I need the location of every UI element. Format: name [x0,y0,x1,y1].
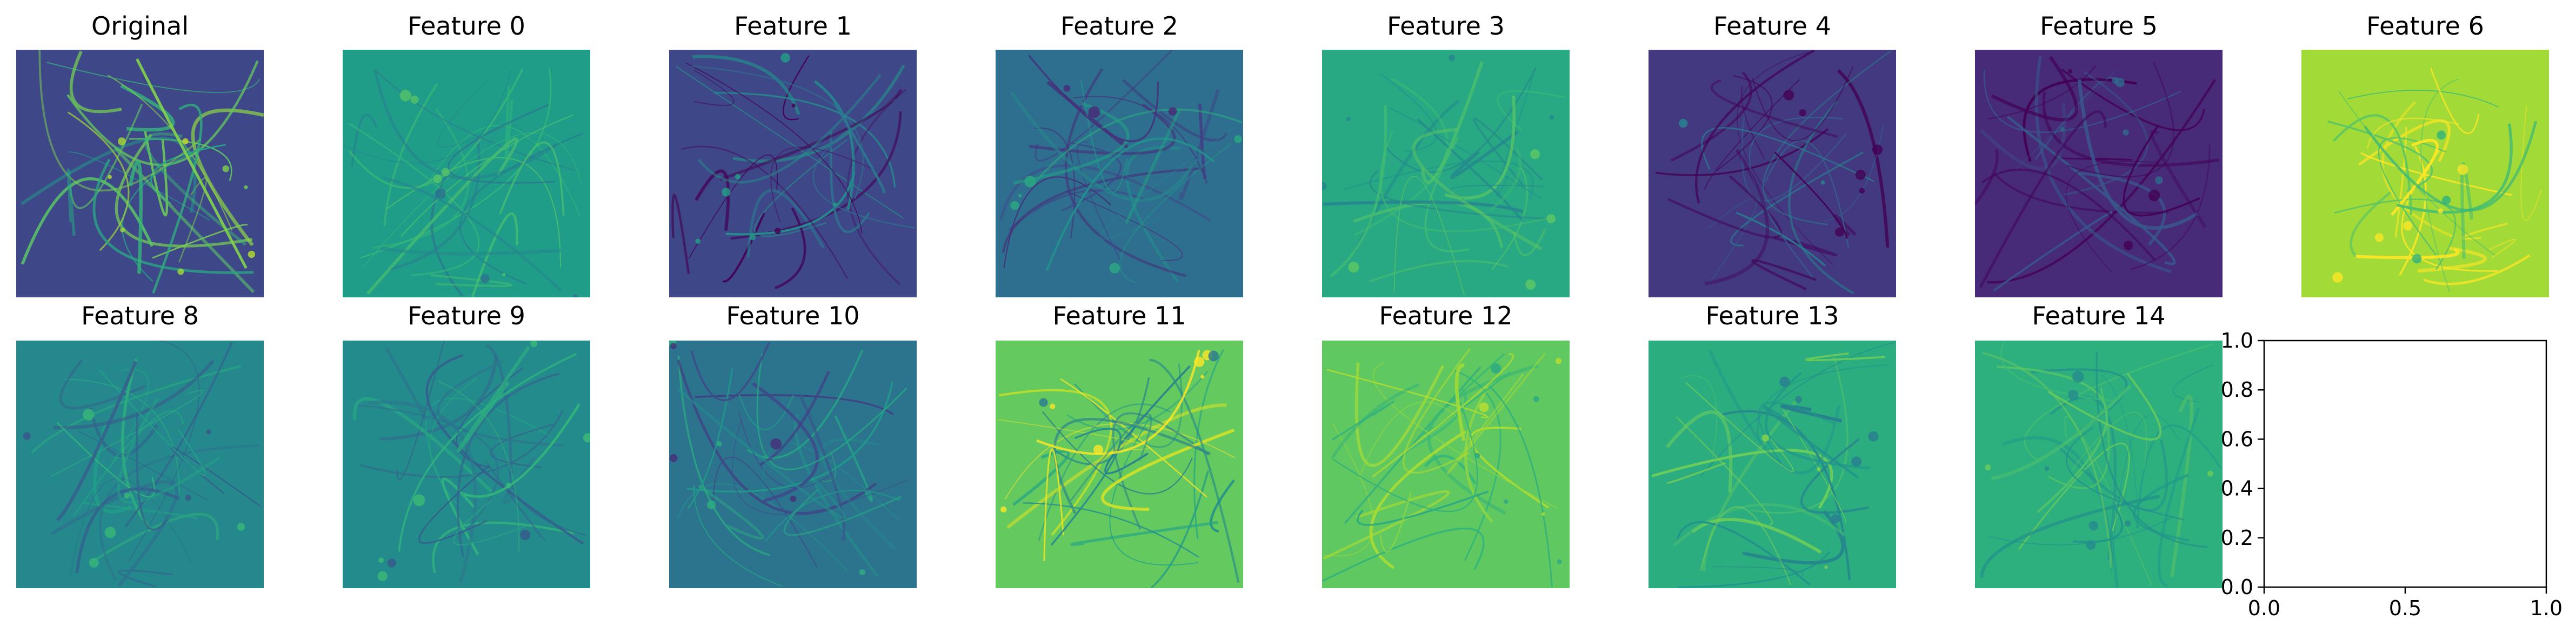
y-tick-label: 0.2 [2221,526,2253,550]
panel-title: Feature 1 [734,11,852,41]
heatmap-image [1322,341,1570,588]
panel-title: Feature 5 [2040,11,2158,41]
heatmap-image [1975,341,2223,588]
panel-title: Feature 14 [2032,301,2166,330]
heatmap-image [343,50,590,297]
heatmap-image [16,341,264,588]
panel: Feature 4 [1649,11,1896,297]
y-tick-label: 0.0 [2221,575,2253,599]
panel: Feature 2 [996,11,1243,297]
x-tick-label: 1.0 [2530,596,2562,620]
y-tick-label: 0.6 [2221,427,2253,451]
heatmap-image [996,341,1243,588]
heatmap-image [343,341,590,588]
y-tick-label: 0.8 [2221,378,2253,402]
panel-title: Feature 13 [1706,301,1839,330]
heatmap-image [996,50,1243,297]
panel-title: Feature 2 [1060,11,1178,41]
panel: Feature 3 [1322,11,1570,297]
panel: Feature 10 [669,301,917,588]
panel: Original [16,11,264,297]
heatmap-image [1322,50,1570,297]
panel-title: Feature 6 [2366,11,2484,41]
panel: Feature 11 [996,301,1243,588]
panel-title: Feature 8 [81,301,199,330]
panel: Feature 8 [16,301,264,588]
x-tick-label: 0.5 [2389,596,2421,620]
heatmap-image [16,50,264,297]
panel-title: Feature 12 [1379,301,1513,330]
heatmap-image [1975,50,2223,297]
empty-axes: 0.0 0.5 1.0 0.0 0.2 0.4 0.6 0.8 1.0 [2221,329,2563,620]
panel: Feature 9 [343,301,590,588]
panel-title: Feature 3 [1387,11,1505,41]
panel-title: Feature 0 [408,11,525,41]
panel-title: Feature 11 [1053,301,1186,330]
x-ticks: 0.0 0.5 1.0 [2248,587,2562,620]
panel-title: Feature 10 [726,301,860,330]
y-tick-label: 1.0 [2221,329,2253,352]
empty-axes-frame [2263,340,2547,588]
panel: Feature 14 [1975,301,2223,588]
heatmap-image [1649,341,1896,588]
panel: Feature 12 [1322,301,1570,588]
heatmap-image [669,341,917,588]
panel: Feature 6 [2301,11,2549,297]
panel: Feature 5 [1975,11,2223,297]
panel: Feature 1 [669,11,917,297]
panel-title: Original [91,11,189,41]
y-tick-label: 0.4 [2221,477,2253,501]
heatmap-image [1649,50,1896,297]
heatmap-panels: Original Feature 0 Feature 1 Feature 2 Featu… [16,11,2549,588]
panel: Feature 0 [343,11,590,297]
heatmap-image [669,50,917,297]
x-tick-label: 0.0 [2248,596,2280,620]
heatmap-image [2301,50,2549,297]
panel-title: Feature 4 [1713,11,1831,41]
panel-title: Feature 9 [408,301,525,330]
y-ticks: 0.0 0.2 0.4 0.6 0.8 1.0 [2221,329,2264,599]
panel: Feature 13 [1649,301,1896,588]
